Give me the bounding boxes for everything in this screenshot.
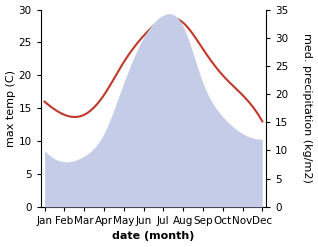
X-axis label: date (month): date (month) [112,231,195,242]
Y-axis label: max temp (C): max temp (C) [5,70,16,147]
Y-axis label: med. precipitation (kg/m2): med. precipitation (kg/m2) [302,33,313,183]
